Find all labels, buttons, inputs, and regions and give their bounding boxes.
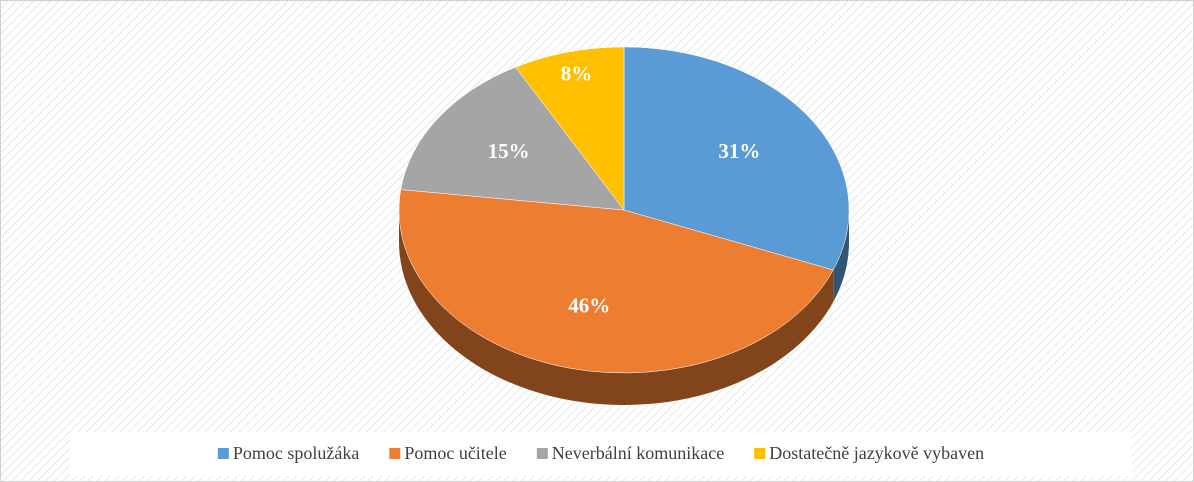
legend-label: Dostatečně jazykově vybaven <box>769 443 984 463</box>
legend-swatch <box>217 448 229 459</box>
legend-label: Neverbální komunikace <box>552 443 724 463</box>
pie-slice <box>515 46 625 211</box>
pie-slice <box>398 189 834 374</box>
legend-swatch <box>754 448 766 459</box>
legend-swatch <box>536 448 548 459</box>
legend-swatch <box>389 448 401 459</box>
data-label: 15% <box>488 139 530 163</box>
pie-slice <box>400 66 625 211</box>
data-label: 31% <box>718 139 760 163</box>
pie-side <box>833 210 849 303</box>
data-label: 8% <box>561 62 593 86</box>
pie-slice <box>623 46 850 271</box>
legend-label: Pomoc spolužáka <box>233 443 359 463</box>
data-label: 46% <box>568 294 610 318</box>
legend-label: Pomoc učitele <box>404 443 506 463</box>
legend-box <box>70 432 1132 476</box>
pie-side <box>399 210 834 406</box>
